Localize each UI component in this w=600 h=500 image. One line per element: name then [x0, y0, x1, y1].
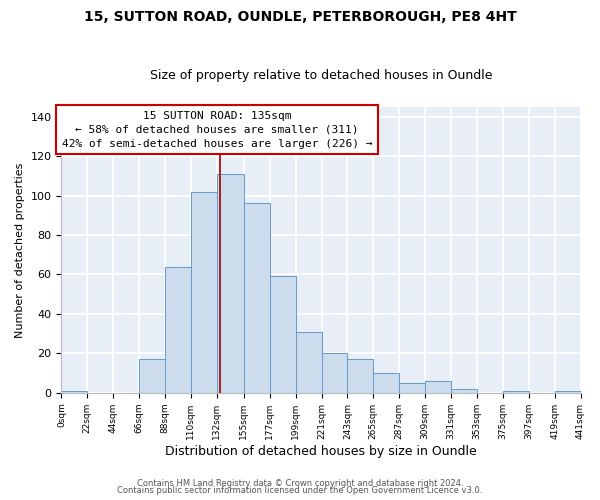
Bar — [296, 332, 322, 393]
Bar — [322, 354, 347, 393]
Text: Contains public sector information licensed under the Open Government Licence v3: Contains public sector information licen… — [118, 486, 482, 495]
Bar — [347, 360, 373, 393]
Bar — [451, 389, 477, 393]
Y-axis label: Number of detached properties: Number of detached properties — [15, 162, 25, 338]
Bar — [503, 391, 529, 393]
Bar — [139, 360, 165, 393]
Bar — [554, 391, 581, 393]
Bar — [165, 266, 191, 393]
Title: Size of property relative to detached houses in Oundle: Size of property relative to detached ho… — [150, 69, 492, 82]
Text: 15 SUTTON ROAD: 135sqm
← 58% of detached houses are smaller (311)
42% of semi-de: 15 SUTTON ROAD: 135sqm ← 58% of detached… — [62, 110, 372, 148]
Bar — [244, 204, 270, 393]
Bar — [270, 276, 296, 393]
Bar — [425, 381, 451, 393]
Bar — [191, 192, 217, 393]
Text: Contains HM Land Registry data © Crown copyright and database right 2024.: Contains HM Land Registry data © Crown c… — [137, 478, 463, 488]
Bar — [399, 383, 425, 393]
Bar — [217, 174, 244, 393]
X-axis label: Distribution of detached houses by size in Oundle: Distribution of detached houses by size … — [165, 444, 477, 458]
Text: 15, SUTTON ROAD, OUNDLE, PETERBOROUGH, PE8 4HT: 15, SUTTON ROAD, OUNDLE, PETERBOROUGH, P… — [83, 10, 517, 24]
Bar — [373, 373, 399, 393]
Bar — [61, 391, 87, 393]
